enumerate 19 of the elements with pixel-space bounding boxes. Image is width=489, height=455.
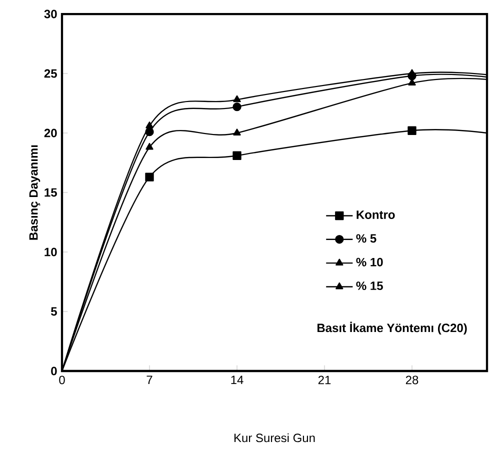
legend-label: % 5 [356,234,376,243]
legend-label: % 15 [356,282,383,290]
y-tick-label: 10 [44,248,57,256]
x-tick-label: 14 [231,376,244,384]
y-tick-label: 5 [50,307,57,316]
y-tick-label: 25 [44,69,57,78]
y-tick-label: 20 [44,128,57,138]
x-tick-label: 0 [59,376,65,384]
y-axis-title: Basınç Dayanımı [29,145,40,240]
x-tick-label: 7 [146,376,152,384]
y-tick-label: 30 [44,10,57,18]
x-tick-label: 28 [406,376,418,384]
x-tick-label: 21 [318,376,331,384]
y-tick-label: 15 [44,188,57,197]
annotation: Basıt İkame Yöntemı (C20) [317,322,467,335]
legend-label: Kontro [356,210,395,219]
y-tick-label: 0 [51,366,57,376]
x-axis-title: Kur Suresi Gun [234,433,315,442]
legend-label: % 10 [356,258,383,266]
